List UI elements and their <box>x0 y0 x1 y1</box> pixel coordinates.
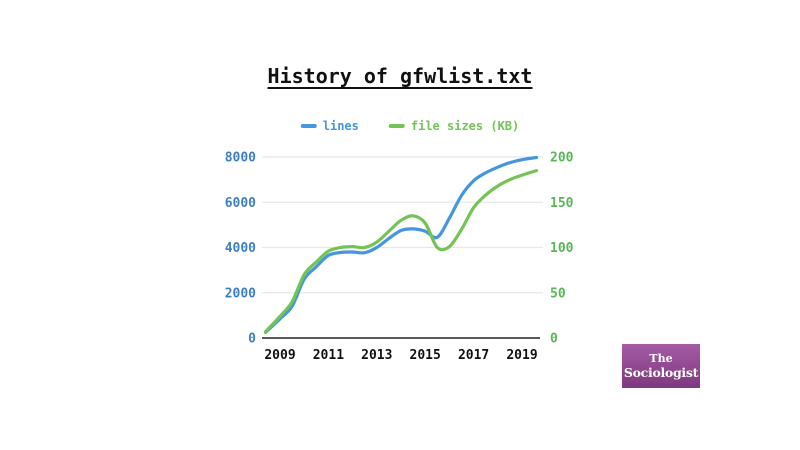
x-axis-tick-label: 2013 <box>361 348 392 363</box>
chart-legend: lines file sizes (KB) <box>300 119 520 133</box>
right-axis-tick-label: 200 <box>550 151 574 166</box>
x-axis-tick-label: 2011 <box>313 348 344 363</box>
left-axis-tick-label: 2000 <box>225 286 256 301</box>
lines-series-swatch-icon <box>300 124 317 128</box>
right-axis-tick-label: 100 <box>550 241 574 256</box>
file-sizes-series-swatch-icon <box>388 124 405 128</box>
x-axis-tick-label: 2009 <box>264 348 295 363</box>
logo-text-line2: Sociologist <box>623 365 699 381</box>
right-axis-tick-label: 50 <box>550 286 566 301</box>
right-axis-tick-label: 0 <box>550 332 558 347</box>
left-axis-tick-label: 4000 <box>225 241 256 256</box>
legend-label-file-sizes: file sizes (KB) <box>410 119 520 133</box>
series-line-lines <box>263 155 539 334</box>
legend-item-lines: lines <box>300 119 359 133</box>
legend-item-file-sizes: file sizes (KB) <box>388 119 520 133</box>
x-axis-tick-label: 2019 <box>506 348 537 363</box>
sociologist-logo: The Sociologist <box>622 344 700 388</box>
left-axis-tick-label: 0 <box>248 332 256 347</box>
x-axis-tick-label: 2015 <box>410 348 441 363</box>
logo-text-line1: The <box>649 351 673 365</box>
x-axis-tick-label: 2017 <box>458 348 489 363</box>
right-axis-tick-label: 150 <box>550 196 574 211</box>
left-axis-tick-label: 8000 <box>225 151 256 166</box>
page-title: History of gfwlist.txt <box>267 64 533 88</box>
left-axis-tick-label: 6000 <box>225 196 256 211</box>
legend-label-lines: lines <box>322 119 359 133</box>
series-line-file-sizes-KB <box>263 169 539 334</box>
